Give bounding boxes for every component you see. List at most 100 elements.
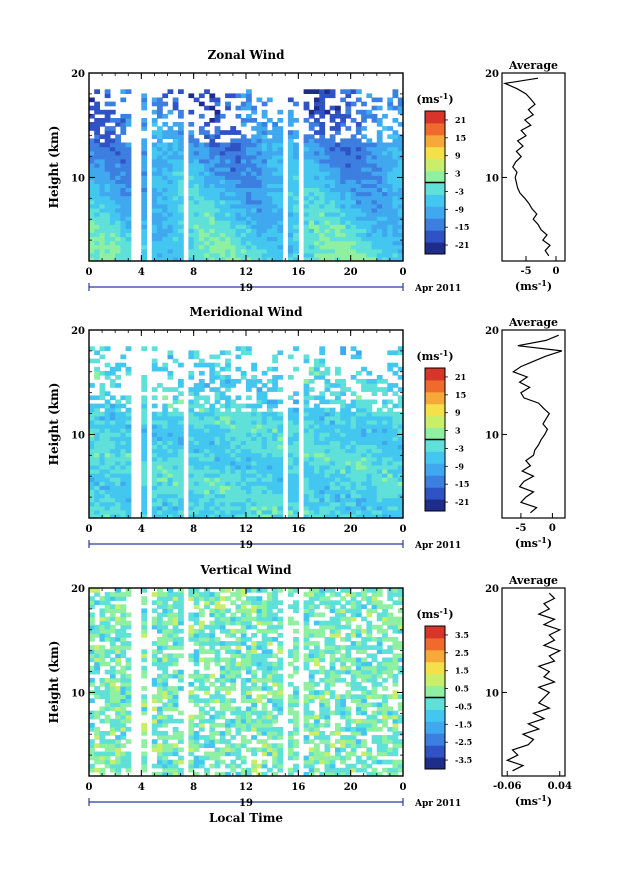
heatmap-cell (204, 89, 210, 94)
heatmap-cell (89, 256, 95, 262)
heatmap-cell (214, 248, 221, 254)
heatmap-cell (151, 497, 158, 503)
heatmap-cell (371, 489, 378, 495)
heatmap-cell (308, 460, 315, 466)
heatmap-cell (209, 596, 216, 601)
heatmap-cell (167, 444, 174, 450)
heatmap-cell (188, 477, 195, 482)
colorbar-swatch (425, 111, 445, 124)
heatmap-cell (246, 252, 252, 258)
heatmap-cell (188, 415, 195, 421)
heatmap-cell (99, 244, 106, 250)
heatmap-cell (314, 493, 320, 499)
heatmap-cell (261, 195, 268, 201)
heatmap-cell (162, 220, 169, 225)
heatmap-cell (256, 460, 263, 466)
heatmap-cell (287, 419, 294, 425)
heatmap-cell (308, 481, 315, 486)
heatmap-cell (314, 97, 320, 103)
heatmap-cell (188, 624, 195, 630)
heatmap-cell (256, 727, 263, 732)
heatmap-cell (361, 199, 367, 205)
heatmap-cell (350, 464, 357, 470)
heatmap-cell (125, 411, 132, 417)
heatmap-cell (308, 232, 315, 238)
heatmap-cell (230, 220, 237, 225)
heatmap-cell (335, 493, 341, 499)
heatmap-cell (188, 179, 195, 184)
heatmap-cell (387, 150, 394, 156)
heatmap-cell (277, 138, 284, 144)
heatmap-cell (104, 101, 111, 107)
heatmap-cell (219, 224, 226, 229)
heatmap-cell (198, 113, 205, 119)
heatmap-cell (371, 191, 378, 197)
heatmap-cell (120, 444, 127, 450)
heatmap-cell (151, 167, 158, 172)
heatmap-cell (324, 415, 331, 421)
heatmap-cell (178, 596, 184, 601)
heatmap-cell (225, 212, 231, 217)
heatmap-cell (162, 497, 169, 503)
heatmap-cell (204, 633, 210, 638)
heatmap-cell (355, 399, 362, 405)
heatmap-cell (246, 395, 252, 401)
heatmap-cell (109, 183, 116, 188)
heatmap-cell (162, 232, 169, 238)
heatmap-cell (204, 203, 210, 209)
heatmap-cell (219, 142, 226, 148)
heatmap-cell (125, 739, 132, 744)
heatmap-cell (371, 228, 378, 233)
heatmap-cell (376, 375, 383, 380)
heatmap-cell (272, 588, 278, 593)
heatmap-cell (303, 358, 310, 364)
heatmap-cell (314, 513, 320, 519)
heatmap-cell (251, 236, 257, 242)
heatmap-cell (99, 232, 106, 238)
heatmap-cell (272, 771, 278, 777)
heatmap-cell (272, 379, 278, 384)
heatmap-cell (115, 256, 121, 262)
heatmap-cell (324, 469, 331, 474)
heatmap-cell (287, 485, 294, 490)
heatmap-cell (115, 122, 121, 127)
heatmap-cell (376, 207, 383, 213)
heatmap-cell (198, 698, 205, 703)
heatmap-cell (157, 604, 163, 609)
heatmap-cell (120, 596, 127, 601)
heatmap-cell (355, 452, 362, 458)
heatmap-cell (204, 419, 210, 425)
heatmap-cell (303, 224, 310, 229)
heatmap-cell (230, 167, 237, 172)
heatmap-cell (324, 195, 331, 201)
heatmap-cell (392, 370, 399, 376)
heatmap-cell (261, 509, 268, 515)
heatmap-cell (120, 113, 127, 119)
heatmap-cell (167, 244, 174, 250)
heatmap-cell (193, 191, 200, 197)
heatmap-cell (235, 150, 242, 156)
heatmap-cell (94, 624, 100, 630)
heatmap-cell (193, 146, 200, 152)
heatmap-cell (287, 134, 294, 139)
heatmap-cell (345, 187, 352, 193)
heatmap-cell (366, 505, 373, 511)
heatmap-cell (392, 232, 399, 238)
heatmap-cell (235, 653, 242, 659)
heatmap-cell (109, 645, 116, 650)
heatmap-cell (209, 424, 216, 429)
heatmap-cell (397, 240, 404, 246)
heatmap-cell (235, 113, 242, 119)
heatmap-cell (225, 403, 231, 409)
heatmap-cell (335, 150, 341, 156)
heatmap-cell (178, 130, 184, 135)
heatmap-cell (392, 203, 399, 209)
heatmap-cell (256, 469, 263, 474)
heatmap-cell (235, 203, 242, 209)
heatmap-cell (115, 142, 121, 148)
heatmap-cell (99, 387, 106, 392)
heatmap-cell (151, 191, 158, 197)
heatmap-cell (376, 448, 383, 454)
heatmap-cell (335, 399, 341, 405)
heatmap-cell (387, 436, 394, 441)
